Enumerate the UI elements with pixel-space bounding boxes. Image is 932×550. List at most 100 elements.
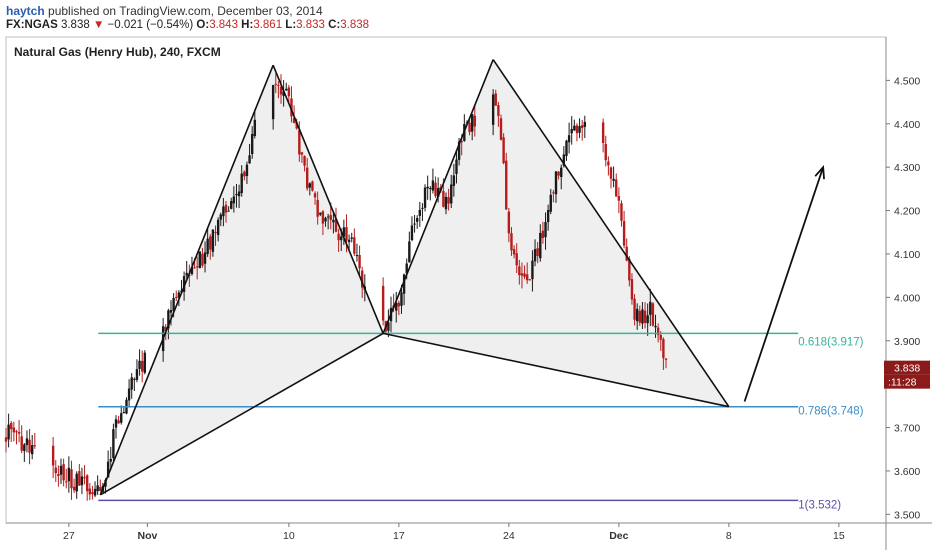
pattern-leg-2 <box>382 59 494 334</box>
fib-label-1: 0.786(3.748) <box>798 406 863 418</box>
candle <box>227 206 230 212</box>
projection-arrow-head <box>814 164 825 180</box>
candle-body <box>470 114 474 132</box>
candle-body <box>311 181 314 191</box>
candle <box>311 180 314 192</box>
candle <box>455 151 458 184</box>
candle <box>138 349 141 376</box>
pattern-leg-4 <box>99 332 384 496</box>
candle <box>99 479 102 492</box>
x-tick-label: Nov <box>138 530 158 542</box>
candle-body <box>340 236 343 241</box>
candle-body <box>400 292 403 306</box>
candle <box>240 165 243 197</box>
candle <box>633 294 636 326</box>
candle <box>135 359 139 383</box>
candle-body <box>99 487 102 491</box>
candle-body <box>533 249 537 262</box>
candle <box>12 421 16 442</box>
candle-body <box>395 302 398 311</box>
candle-body <box>431 180 435 191</box>
symbol[interactable]: FX:NGAS <box>6 19 58 31</box>
candle <box>120 405 123 425</box>
candle <box>659 331 662 351</box>
candle-body <box>523 273 526 277</box>
candle <box>381 277 385 326</box>
candle <box>413 214 416 233</box>
candle-body <box>319 212 322 215</box>
last-price: 3.838 <box>60 19 90 31</box>
candle <box>622 210 626 249</box>
candle-body <box>10 422 13 430</box>
candle-body <box>130 377 133 390</box>
candle <box>80 467 84 495</box>
open-value: 3.843 <box>209 19 238 31</box>
candle <box>429 186 432 201</box>
candle <box>117 415 120 424</box>
candle-body <box>54 467 57 474</box>
candle <box>59 458 63 484</box>
candle <box>253 109 257 139</box>
candle-body <box>20 436 23 451</box>
candle-body <box>177 292 181 298</box>
candle-body <box>510 233 513 251</box>
candle-body <box>499 118 503 140</box>
candle <box>248 143 251 164</box>
candle <box>337 228 340 252</box>
candle <box>415 215 419 229</box>
candle-body <box>429 188 432 190</box>
candle <box>607 156 610 176</box>
candle-body <box>622 221 626 246</box>
candle-body <box>405 263 408 274</box>
candle-body <box>175 296 178 298</box>
candle <box>303 155 306 172</box>
candle <box>290 86 293 123</box>
candle-body <box>172 298 175 311</box>
candle-body <box>240 173 243 194</box>
candle-body <box>138 360 141 369</box>
candle-body <box>62 464 65 481</box>
candle-body <box>67 467 71 482</box>
candle <box>7 413 10 448</box>
candle <box>395 291 398 323</box>
candle <box>649 288 652 327</box>
candle-body <box>347 239 351 243</box>
candle-body <box>112 429 115 459</box>
candle-body <box>468 122 471 133</box>
candle-body <box>628 258 631 281</box>
candle-body <box>120 413 123 423</box>
candle-body <box>193 267 196 269</box>
candle <box>232 186 236 213</box>
candle-body <box>565 140 568 157</box>
candle-body <box>604 144 607 161</box>
candle <box>130 373 133 399</box>
candle-body <box>539 232 542 259</box>
candle-body <box>274 83 277 85</box>
candle-body <box>402 274 406 294</box>
candle <box>274 73 277 94</box>
candle <box>112 423 115 462</box>
candle-body <box>332 219 335 223</box>
author-link[interactable]: haytch <box>6 4 45 18</box>
candle-body <box>127 388 131 401</box>
candle-body <box>164 326 167 331</box>
candle-body <box>575 125 579 134</box>
candle-body <box>491 94 495 125</box>
candle <box>397 300 401 316</box>
candle <box>470 113 474 141</box>
candle <box>133 377 136 391</box>
candle <box>109 446 112 470</box>
candle-body <box>552 192 555 194</box>
candle <box>51 437 55 479</box>
candle-body <box>635 308 639 322</box>
candle-body <box>620 203 623 221</box>
candle <box>28 428 31 465</box>
candle <box>285 82 288 91</box>
candle <box>25 430 29 453</box>
candle-body <box>387 322 390 331</box>
candle-body <box>324 217 327 222</box>
candle-body <box>292 117 296 124</box>
candle <box>20 425 23 454</box>
candle <box>198 251 202 269</box>
